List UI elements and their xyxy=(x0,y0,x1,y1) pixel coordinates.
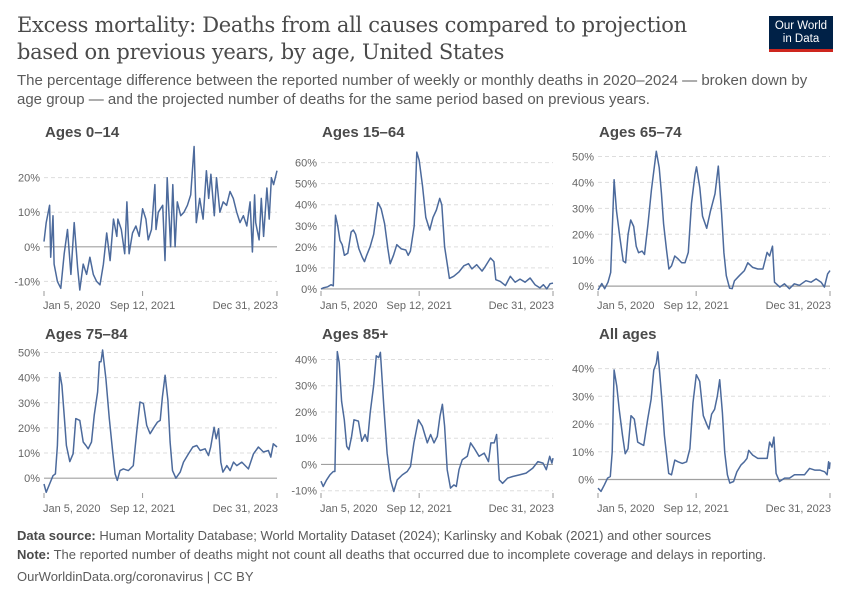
data-source-label: Data source: xyxy=(17,528,96,543)
x-tick-label: Sep 12, 2021 xyxy=(110,300,175,312)
y-tick-label: 50% xyxy=(572,151,594,163)
x-tick-label: Sep 12, 2021 xyxy=(386,503,451,515)
x-tick-label: Sep 12, 2021 xyxy=(663,300,728,312)
chart-subtitle: The percentage difference between the re… xyxy=(17,72,808,108)
y-tick-label: 40% xyxy=(572,364,594,376)
x-tick-label: Dec 31, 2023 xyxy=(213,503,278,515)
y-tick-label: 20% xyxy=(295,242,317,254)
series-line xyxy=(43,349,278,494)
y-tick-label: 10% xyxy=(572,255,594,267)
y-tick-label: 20% xyxy=(18,423,40,435)
x-tick-label: Dec 31, 2023 xyxy=(766,300,831,312)
y-tick-label: 60% xyxy=(295,158,317,170)
x-tick-label: Dec 31, 2023 xyxy=(489,503,554,515)
x-tick-label: Jan 5, 2020 xyxy=(597,300,655,312)
x-tick-label: Dec 31, 2023 xyxy=(213,300,278,312)
y-tick-label: 30% xyxy=(295,381,317,393)
y-tick-label: 50% xyxy=(18,348,40,360)
data-source-text[interactable]: Human Mortality Database; World Mortalit… xyxy=(99,528,712,543)
y-tick-label: -10% xyxy=(14,276,40,288)
y-tick-label: 0% xyxy=(578,281,594,293)
y-tick-label: 10% xyxy=(572,447,594,459)
x-tick-label: Dec 31, 2023 xyxy=(489,300,554,312)
x-tick-label: Jan 5, 2020 xyxy=(597,503,655,515)
chart-title: Excess mortality: Deaths from all causes… xyxy=(17,13,687,64)
panel-3: Ages 75–84 0% 10% 20% 30% 40% 50% Jan 5, 2020 Se… xyxy=(18,326,278,515)
y-tick-label: 30% xyxy=(295,221,317,233)
y-tick-label: 50% xyxy=(295,179,317,191)
panel-4: Ages 85+ -10% 0% 10% 20% 30% 40% Jan 5, 2020 Sep… xyxy=(291,326,554,515)
chart-note: Note: The reported number of deaths migh… xyxy=(17,547,766,562)
panel-0: Ages 0–14 -10% 0% 10% 20% Jan 5, 2020 Sep 12, … xyxy=(14,124,278,312)
x-tick-label: Sep 12, 2021 xyxy=(110,503,175,515)
y-tick-label: 40% xyxy=(295,200,317,212)
y-tick-label: 0% xyxy=(301,284,317,296)
series-line xyxy=(43,145,278,291)
series-line xyxy=(597,351,831,493)
x-tick-label: Jan 5, 2020 xyxy=(320,300,378,312)
panel-1: Ages 15–64 0% 10% 20% 30% 40% 50% 60% Jan 5, 202… xyxy=(295,124,554,312)
panel-title: Ages 85+ xyxy=(322,326,389,343)
y-tick-label: 0% xyxy=(578,475,594,487)
y-tick-label: 10% xyxy=(18,448,40,460)
panel-title: Ages 0–14 xyxy=(45,124,120,141)
x-tick-label: Jan 5, 2020 xyxy=(320,503,378,515)
owid-logo[interactable]: Our World in Data xyxy=(769,16,833,52)
y-tick-label: 40% xyxy=(572,177,594,189)
y-tick-label: 20% xyxy=(18,173,40,185)
source-url[interactable]: OurWorldinData.org/coronavirus | CC BY xyxy=(17,569,254,584)
x-tick-label: Jan 5, 2020 xyxy=(43,503,101,515)
y-tick-label: 20% xyxy=(572,229,594,241)
y-tick-label: 40% xyxy=(18,373,40,385)
y-tick-label: -10% xyxy=(291,486,317,498)
y-tick-label: 10% xyxy=(18,207,40,219)
y-tick-label: 0% xyxy=(301,459,317,471)
x-tick-label: Sep 12, 2021 xyxy=(663,503,728,515)
y-tick-label: 30% xyxy=(572,391,594,403)
y-tick-label: 40% xyxy=(295,354,317,366)
panel-2: Ages 65–74 0% 10% 20% 30% 40% 50% Jan 5, 2020 Se… xyxy=(572,124,831,312)
panel-5: All ages 0% 10% 20% 30% 40% Jan 5, 2020 Sep 12,… xyxy=(572,326,831,515)
y-tick-label: 20% xyxy=(572,419,594,431)
panel-title: All ages xyxy=(599,326,657,343)
series-line xyxy=(320,151,554,290)
logo-text: Our World in Data xyxy=(774,20,828,45)
note-label: Note: xyxy=(17,547,51,562)
x-tick-label: Sep 12, 2021 xyxy=(386,300,451,312)
panel-title: Ages 65–74 xyxy=(599,124,682,141)
y-tick-label: 0% xyxy=(24,473,40,485)
y-tick-label: 0% xyxy=(24,242,40,254)
y-tick-label: 30% xyxy=(18,398,40,410)
y-tick-label: 10% xyxy=(295,263,317,275)
data-source: Data source: Human Mortality Database; W… xyxy=(17,528,711,543)
y-tick-label: 20% xyxy=(295,407,317,419)
x-tick-label: Dec 31, 2023 xyxy=(766,503,831,515)
panel-title: Ages 75–84 xyxy=(45,326,128,343)
series-line xyxy=(597,150,831,291)
y-tick-label: 30% xyxy=(572,203,594,215)
series-line xyxy=(320,350,554,493)
x-tick-label: Jan 5, 2020 xyxy=(43,300,101,312)
note-text: The reported number of deaths might not … xyxy=(53,547,767,562)
y-tick-label: 10% xyxy=(295,433,317,445)
panel-title: Ages 15–64 xyxy=(322,124,405,141)
